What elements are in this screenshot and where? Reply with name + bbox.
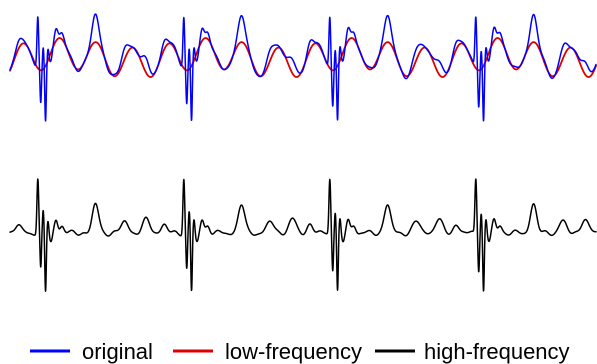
legend-label-high-frequency: high-frequency [424, 339, 570, 364]
legend: original low-frequency high-frequency [30, 339, 570, 364]
legend-label-original: original [82, 339, 153, 364]
high-frequency-series-line [9, 178, 597, 292]
legend-item-low-frequency: low-frequency [173, 339, 362, 364]
original-and-low-frequency-panel [9, 13, 597, 122]
legend-label-low-frequency: low-frequency [225, 339, 362, 364]
legend-item-high-frequency: high-frequency [375, 339, 570, 364]
original-series-line [9, 13, 597, 122]
high-frequency-panel [9, 178, 597, 292]
legend-item-original: original [30, 339, 153, 364]
